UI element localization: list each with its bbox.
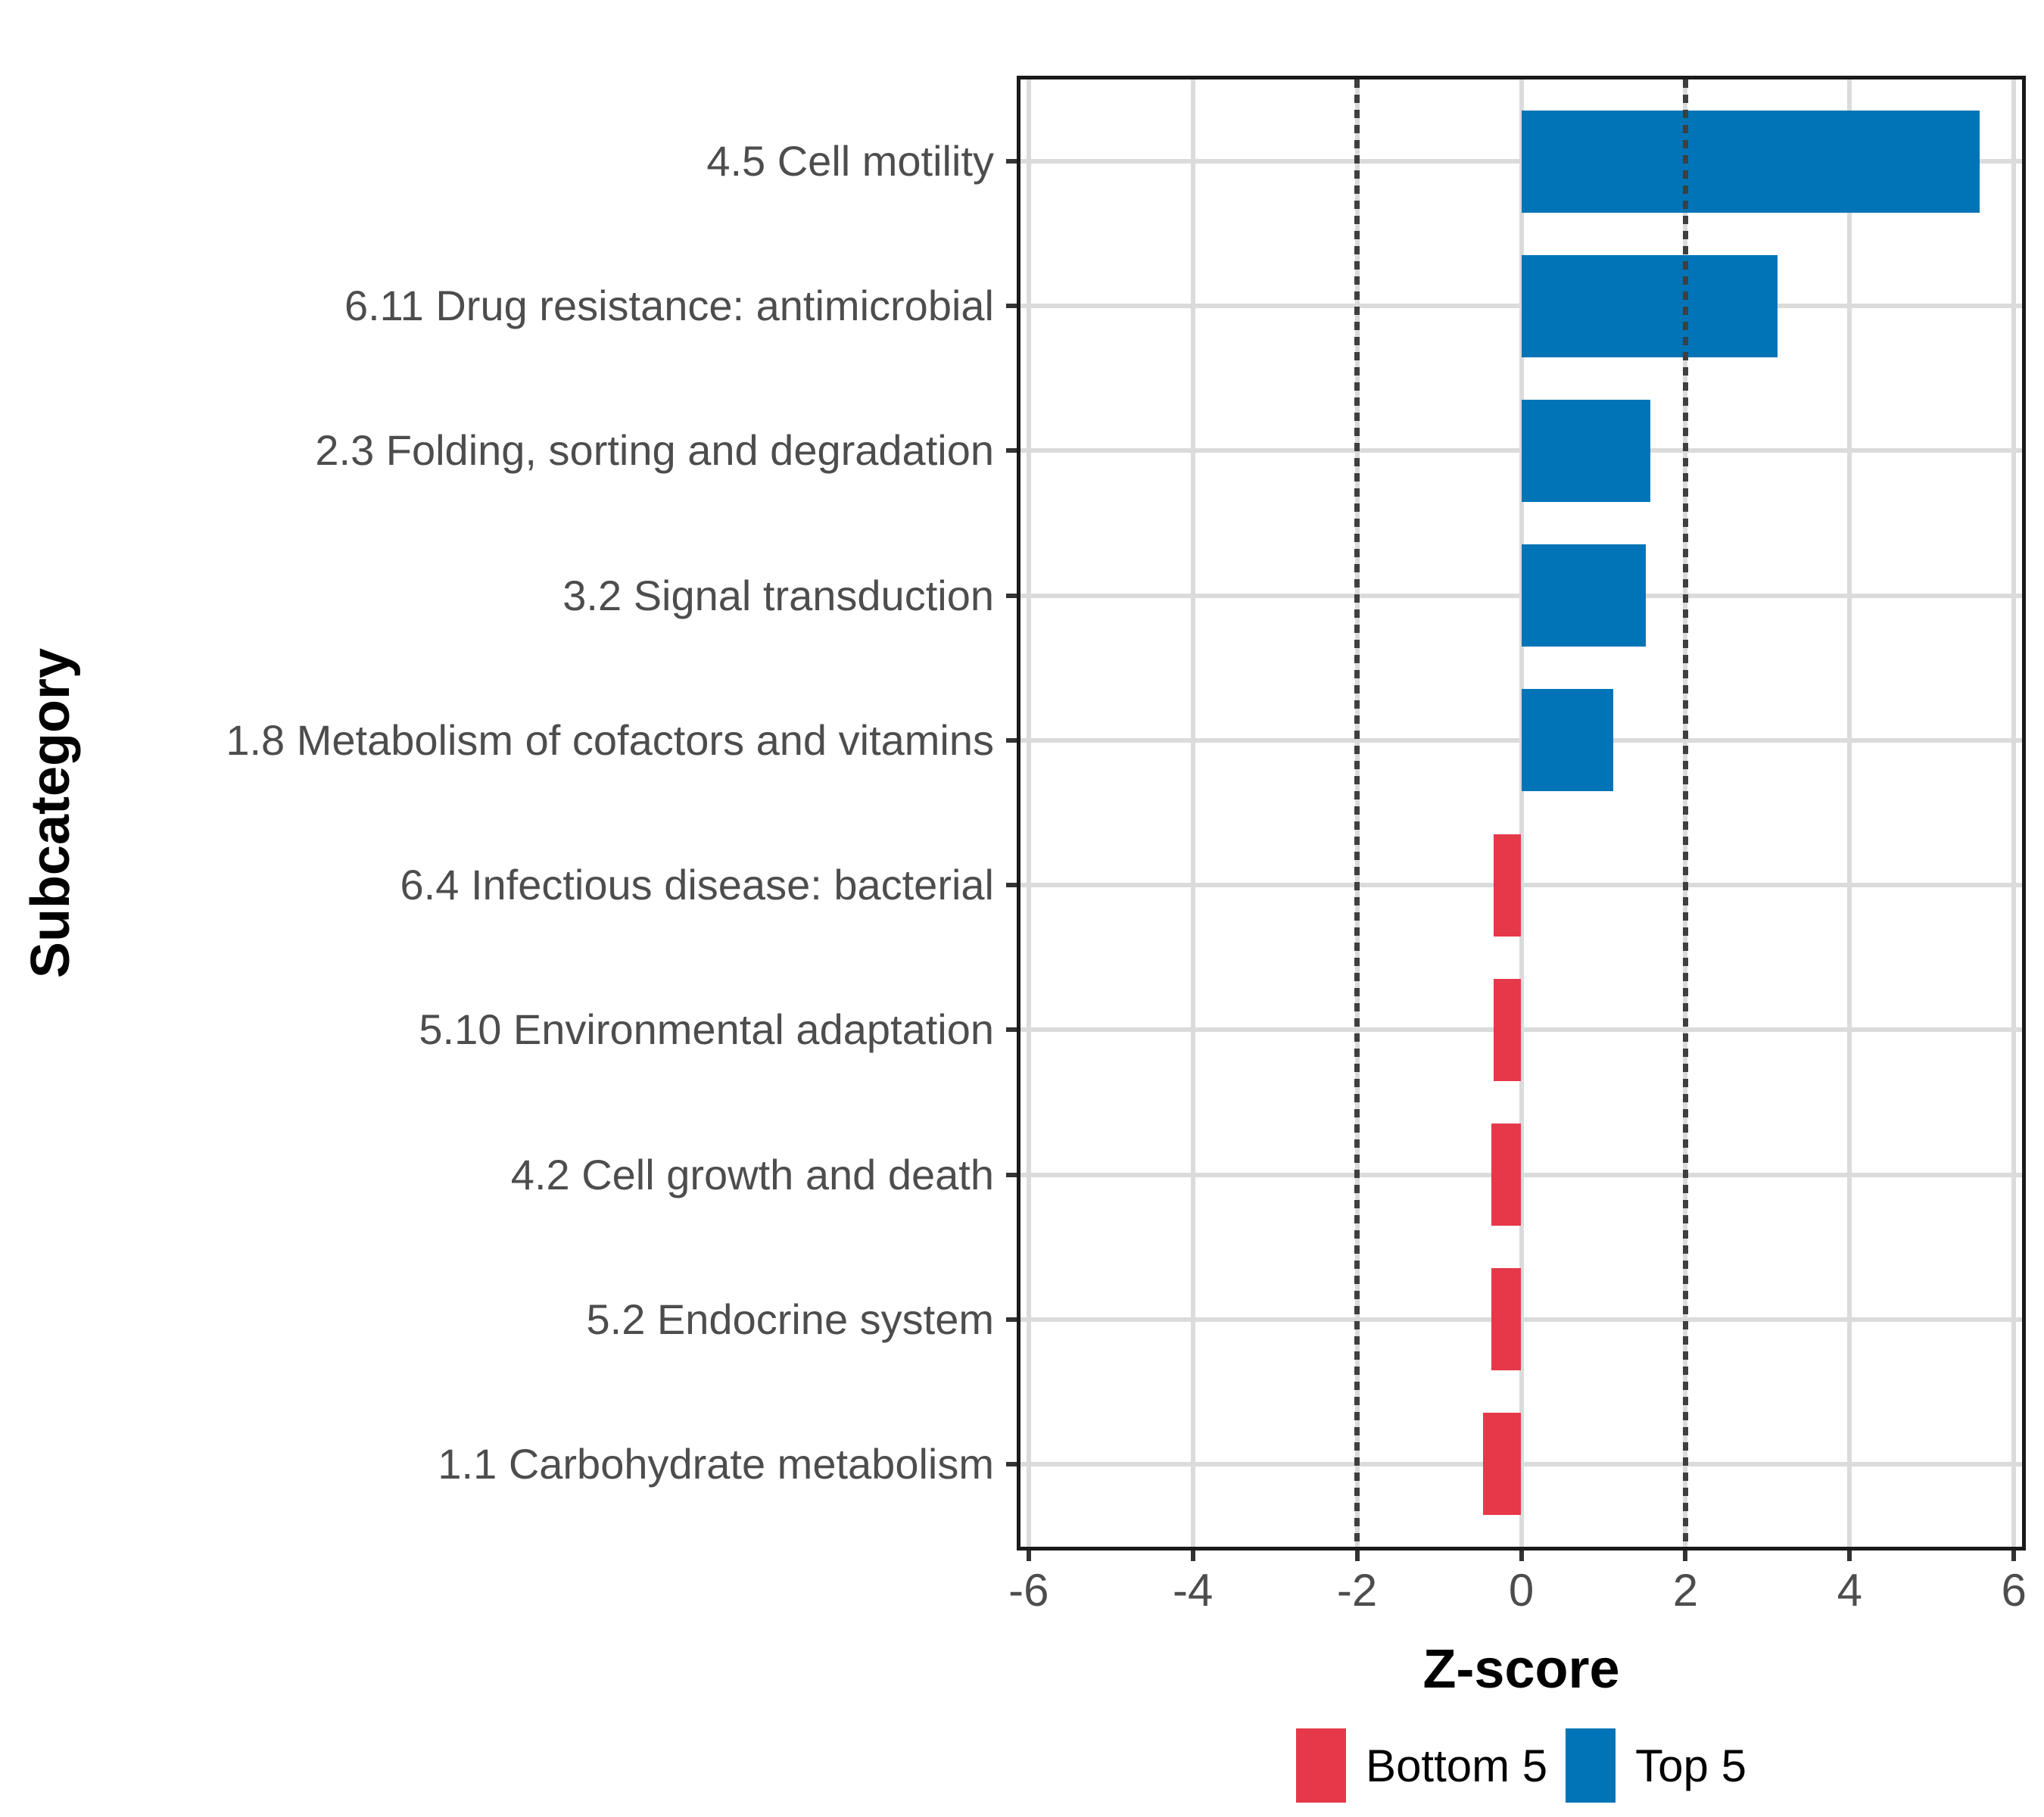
y-gridline — [1020, 1461, 2022, 1466]
y-tick-mark — [1006, 1172, 1017, 1177]
x-tick-mark — [1847, 1551, 1852, 1561]
x-tick-mark — [1683, 1551, 1688, 1561]
x-tick-label: -6 — [1008, 1565, 1049, 1616]
bar-bottom5 — [1493, 978, 1522, 1081]
y-tick-mark — [1006, 593, 1017, 598]
x-tick-mark — [1354, 1551, 1360, 1561]
x-gridline — [1847, 79, 1852, 1547]
x-tick-mark — [2011, 1551, 2017, 1561]
y-tick-mark — [1006, 883, 1017, 888]
y-tick-mark — [1006, 1461, 1017, 1466]
legend-entry: Bottom 5 — [1296, 1728, 1547, 1803]
category-label: 6.4 Infectious disease: bacterial — [400, 861, 994, 909]
x-tick-mark — [1519, 1551, 1524, 1561]
reference-line — [1354, 79, 1360, 1547]
x-gridline — [2011, 79, 2017, 1547]
y-gridline — [1020, 1317, 2022, 1322]
category-label: 6.11 Drug resistance: antimicrobial — [344, 282, 994, 330]
x-gridline — [1519, 79, 1524, 1547]
y-tick-mark — [1006, 159, 1017, 164]
x-tick-mark — [1190, 1551, 1195, 1561]
y-gridline — [1020, 1172, 2022, 1177]
y-axis-title: Subcategory — [20, 647, 81, 979]
y-tick-mark — [1006, 1317, 1017, 1322]
legend-label: Top 5 — [1635, 1740, 1746, 1791]
legend-entry: Top 5 — [1566, 1728, 1746, 1803]
x-axis-title: Z-score — [1422, 1639, 1620, 1700]
category-label: 1.8 Metabolism of cofactors and vitamins — [226, 715, 994, 764]
x-tick-mark — [1026, 1551, 1031, 1561]
x-tick-label: 0 — [1508, 1565, 1535, 1616]
x-gridline — [1190, 79, 1195, 1547]
reference-line — [1682, 79, 1688, 1547]
bar-bottom5 — [1482, 1413, 1522, 1516]
category-label: 2.3 Folding, sorting and degradation — [315, 426, 994, 475]
y-gridline — [1020, 883, 2022, 888]
x-tick-label: 4 — [1837, 1565, 1862, 1616]
category-label: 5.2 Endocrine system — [586, 1295, 994, 1343]
y-tick-mark — [1006, 737, 1017, 743]
x-tick-label: -4 — [1173, 1565, 1214, 1616]
x-tick-label: 2 — [1672, 1565, 1699, 1616]
y-tick-mark — [1006, 448, 1017, 453]
y-tick-mark — [1006, 304, 1017, 309]
x-tick-label: 6 — [2001, 1565, 2027, 1616]
bar-top5 — [1521, 110, 1980, 213]
bar-bottom5 — [1493, 834, 1522, 937]
legend-label: Bottom 5 — [1366, 1740, 1548, 1791]
bar-top5 — [1521, 399, 1650, 502]
bar-bottom5 — [1491, 1124, 1522, 1226]
x-gridline — [1026, 79, 1031, 1547]
category-label: 4.2 Cell growth and death — [510, 1150, 994, 1198]
y-gridline — [1020, 1027, 2022, 1033]
bar-bottom5 — [1491, 1268, 1522, 1371]
legend-swatch-bottom5 — [1296, 1728, 1347, 1803]
category-label: 5.10 Environmental adaptation — [419, 1005, 994, 1054]
bar-top5 — [1521, 254, 1778, 357]
category-label: 4.5 Cell motility — [706, 137, 994, 185]
category-label: 3.2 Signal transduction — [562, 571, 994, 619]
category-label: 1.1 Carbohydrate metabolism — [438, 1439, 994, 1488]
legend-swatch-top5 — [1566, 1728, 1616, 1803]
bar-top5 — [1521, 689, 1613, 792]
legend: Bottom 5 Top 5 — [1017, 1728, 2026, 1803]
bar-top5 — [1521, 544, 1647, 647]
x-tick-label: -2 — [1336, 1565, 1378, 1616]
y-tick-mark — [1006, 1027, 1017, 1033]
